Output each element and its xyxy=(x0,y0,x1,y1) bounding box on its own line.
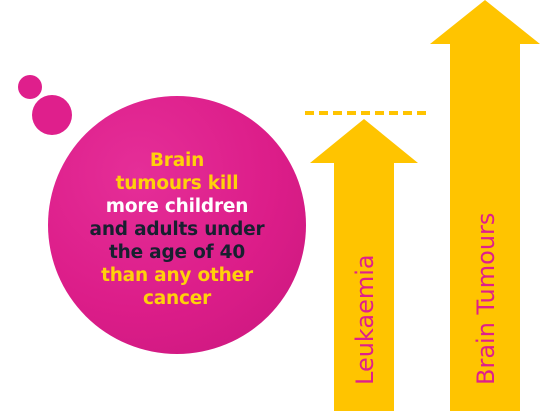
headline-line-2: tumours kill xyxy=(115,172,239,194)
headline-circle: Brain tumours kill more children and adu… xyxy=(48,96,306,354)
bar-arrow-leukaemia xyxy=(310,118,418,411)
category-label: Brain Tumours xyxy=(472,213,500,385)
headline-line-3: more children xyxy=(105,195,249,217)
headline-line-4: and adults under xyxy=(89,218,265,240)
headline-line-6: than any other xyxy=(101,264,253,286)
headline-line-5: the age of 40 xyxy=(108,241,246,263)
category-label: Leukaemia xyxy=(351,254,379,385)
headline-line-1: Brain xyxy=(149,149,205,171)
bar-arrow-brain-tumours xyxy=(430,0,540,411)
small-bubble-decoration xyxy=(18,75,42,99)
medium-bubble-decoration xyxy=(32,95,72,135)
headline-line-7: cancer xyxy=(142,287,212,309)
